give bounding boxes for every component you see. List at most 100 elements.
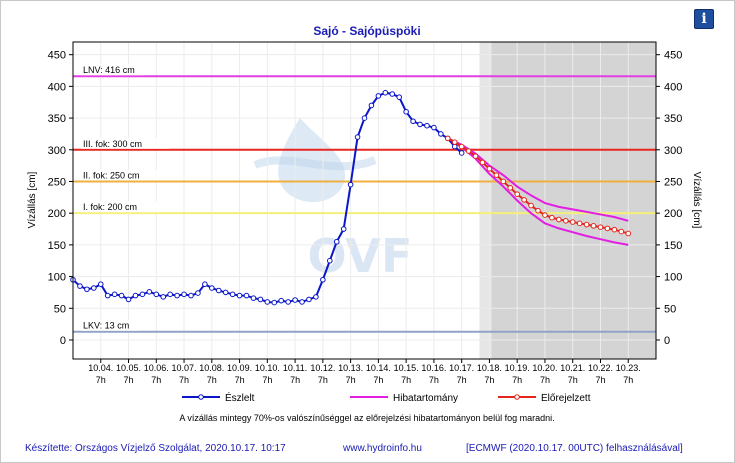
observed-point — [84, 286, 90, 293]
x-tick-date: 10.06. — [144, 363, 169, 373]
y-tick-label-left: 100 — [48, 272, 66, 284]
y-tick-label-right: 50 — [664, 303, 676, 315]
x-tick-date: 10.18. — [477, 363, 502, 373]
footer-url[interactable]: www.hydroinfo.hu — [342, 443, 422, 454]
y-tick-label-right: 200 — [664, 208, 682, 220]
forecast-shade-edge — [479, 42, 492, 359]
probability-note: A vízállás mintegy 70%-os valószínűségge… — [179, 413, 554, 423]
x-tick-hour: 7h — [96, 375, 106, 385]
observed-point — [361, 115, 368, 121]
y-tick-label-right: 250 — [664, 176, 682, 188]
info-button[interactable]: i — [694, 9, 714, 29]
observed-point — [202, 281, 208, 287]
y-tick-label-right: 100 — [664, 272, 682, 284]
level-label-bg — [81, 169, 165, 181]
observed-point — [139, 291, 146, 298]
observed-point — [91, 285, 97, 291]
observed-point — [236, 292, 243, 299]
x-tick-hour: 7h — [373, 375, 383, 385]
observed-point — [424, 122, 430, 129]
observed-point — [438, 131, 444, 137]
footer-source: [ECMWF (2020.10.17. 00UTC) felhasználásá… — [466, 443, 683, 454]
observed-point — [389, 91, 396, 97]
observed-point — [382, 89, 389, 96]
legend: Észlelt Hibatartomány Előrejelzett — [182, 391, 591, 404]
y-tick-label-right: 350 — [664, 113, 682, 125]
forecast-point — [590, 223, 597, 229]
x-tick-hour: 7h — [262, 375, 272, 385]
forecast-point — [611, 226, 618, 233]
x-tick-date: 10.07. — [172, 363, 197, 373]
plot-border — [72, 41, 657, 360]
observed-point — [340, 226, 347, 232]
forecast-period-shade — [479, 42, 656, 359]
forecast-point — [472, 153, 479, 159]
x-tick-date: 10.05. — [116, 363, 141, 373]
x-tick-hour: 7h — [595, 375, 605, 385]
forecast-point — [465, 148, 472, 154]
y-tick-label-right: 400 — [664, 81, 682, 93]
observed-point — [417, 121, 423, 128]
x-tick-hour: 7h — [235, 375, 245, 385]
y-axis-label-left: Vízállás [cm] — [27, 171, 38, 228]
forecast-point — [493, 172, 500, 178]
observed-point — [222, 289, 229, 296]
x-tick-hour: 7h — [318, 375, 328, 385]
forecast-point — [562, 217, 569, 224]
x-tick-date: 10.20. — [532, 363, 557, 373]
level-label: II. fok: 250 cm — [83, 170, 140, 180]
x-tick-date: 10.08. — [199, 363, 224, 373]
observed-point — [250, 295, 257, 301]
x-tick-date: 10.22. — [588, 363, 613, 373]
y-tick-label-right: 300 — [664, 145, 682, 157]
level-label: III. fok: 300 cm — [83, 139, 142, 149]
forecast-point — [521, 197, 527, 203]
x-tick-date: 10.09. — [227, 363, 252, 373]
x-tick-date: 10.17. — [449, 363, 474, 373]
observed-point — [403, 108, 409, 115]
observed-point — [209, 285, 215, 291]
x-tick-date: 10.15. — [394, 363, 419, 373]
forecast-point — [604, 225, 611, 232]
observed-point — [174, 292, 180, 299]
x-tick-hour: 7h — [457, 375, 467, 385]
forecast-point — [569, 219, 576, 225]
observed-point — [132, 292, 139, 299]
y-tick-label-left: 150 — [48, 240, 66, 252]
x-tick-date: 10.14. — [366, 363, 391, 373]
x-tick-date: 10.13. — [338, 363, 363, 373]
forecast-point — [514, 191, 520, 197]
observed-point — [146, 288, 153, 295]
observed-point — [257, 296, 264, 303]
forecast-point — [542, 212, 548, 218]
y-tick-label-left: 0 — [60, 335, 66, 347]
observed-point — [215, 287, 222, 294]
x-tick-date: 10.21. — [560, 363, 585, 373]
y-axis-label-right: Vízállás [cm] — [691, 172, 702, 229]
y-tick-label-right: 0 — [664, 335, 670, 347]
observed-point — [125, 296, 132, 303]
forecast-point — [556, 216, 562, 223]
observed-point — [347, 181, 354, 188]
x-tick-hour: 7h — [151, 375, 161, 385]
level-label-bg — [81, 64, 144, 76]
x-tick-date: 10.12. — [310, 363, 335, 373]
legend-item: Észlelt — [182, 391, 255, 404]
observed-point — [160, 294, 167, 300]
observed-point — [326, 257, 333, 264]
level-label: LKV: 13 cm — [83, 321, 129, 331]
legend-swatch-marker — [198, 394, 204, 400]
observed-point — [333, 238, 340, 245]
y-tick-label-left: 250 — [48, 176, 66, 188]
observed-point — [195, 290, 201, 296]
y-tick-label-right: 450 — [664, 50, 682, 62]
forecast-point — [444, 135, 451, 142]
level-label-bg — [81, 319, 138, 331]
x-tick-hour: 7h — [429, 375, 439, 385]
forecast-point — [500, 178, 507, 185]
x-tick-hour: 7h — [124, 375, 134, 385]
observed-point — [306, 296, 312, 303]
observed-point — [188, 292, 194, 299]
legend-swatch-marker — [514, 394, 520, 400]
